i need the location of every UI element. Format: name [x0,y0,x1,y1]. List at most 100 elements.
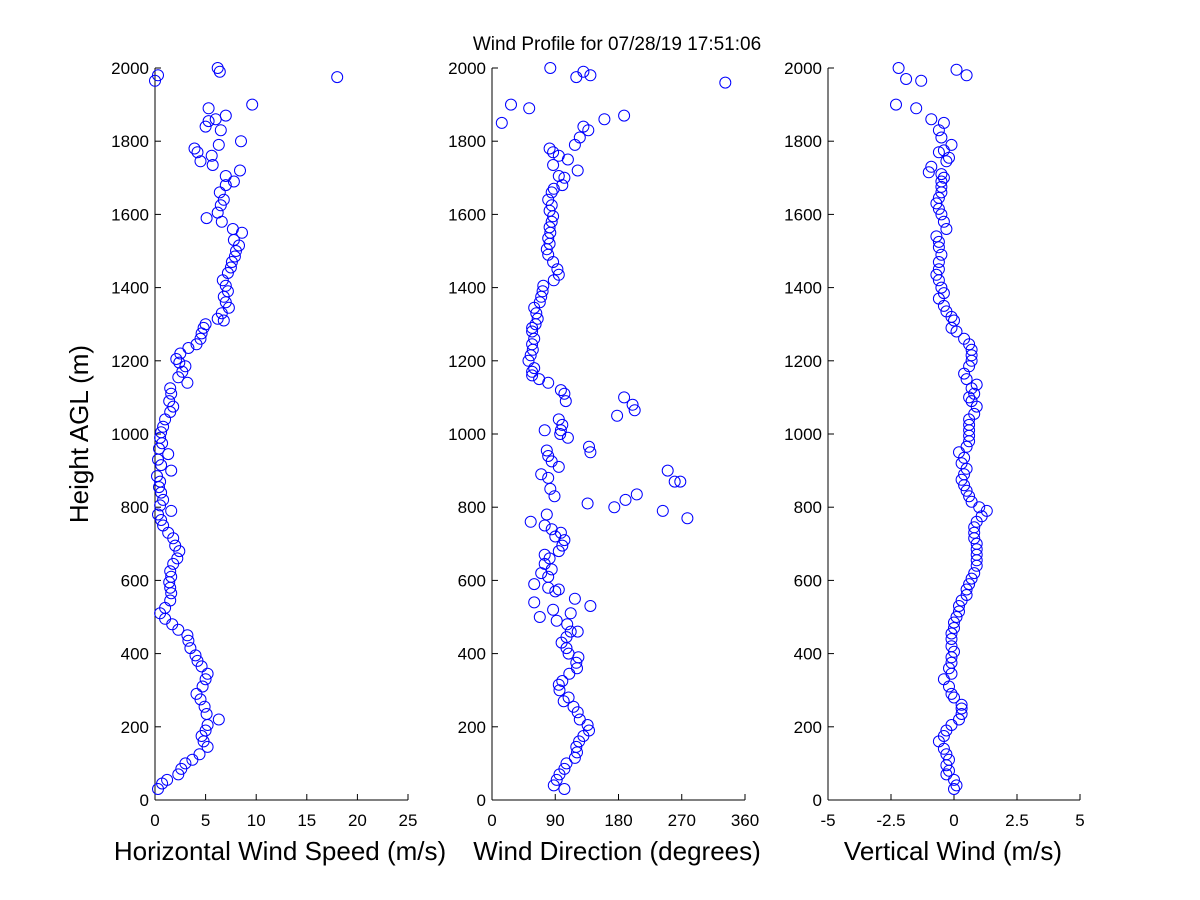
data-point [542,471,555,484]
data-point [932,256,945,268]
y-tick-label: 600 [458,571,486,590]
data-point [161,773,174,786]
data-point [164,565,177,578]
data-point [910,102,923,115]
data-point [915,74,928,87]
data-point [965,343,978,356]
data-point [540,444,553,457]
data-point [562,647,575,660]
data-point [184,642,197,655]
data-point [932,235,945,248]
data-point [937,673,950,686]
data-point [174,347,187,360]
data-point [943,680,955,693]
data-point [562,691,575,704]
data-point [536,285,549,298]
y-tick-label: 800 [458,498,486,517]
data-point [151,470,163,483]
data-point [557,695,570,708]
data-point [214,124,227,137]
data-point [221,285,234,298]
data-point [196,680,209,693]
data-point [209,113,222,126]
data-point [542,193,555,206]
data-point [940,748,953,761]
data-point [547,603,560,616]
data-point [619,493,632,506]
data-point [963,418,976,431]
data-point [154,475,167,488]
data-point [955,473,968,486]
data-point [626,398,639,411]
data-point [181,376,194,389]
data-point [524,515,537,528]
data-point [552,413,565,426]
y-tick-label: 400 [458,645,486,664]
data-point [630,488,643,501]
data-point [182,634,195,647]
data-point [935,168,948,181]
data-point [963,490,976,503]
data-point [598,113,611,126]
data-point [948,616,960,629]
data-point [558,171,571,184]
data-point [970,543,983,556]
x-tick-label: 5 [201,811,210,830]
data-point [935,131,948,144]
data-point [545,563,558,576]
y-tick-label: 1200 [448,352,486,371]
y-tick-label: 0 [140,791,149,810]
data-point [552,170,565,182]
y-tick-label: 1400 [784,279,822,298]
data-point [960,583,973,596]
data-point [535,468,548,481]
data-point [943,753,955,766]
data-point [945,656,958,669]
data-point [235,135,247,148]
data-point [570,71,583,84]
data-point [950,611,963,623]
data-point [948,622,960,634]
data-point [577,120,590,133]
data-point [544,62,557,74]
data-point [960,69,973,82]
data-point [970,378,983,391]
data-point [199,318,212,331]
data-point [173,356,186,369]
y-tick-label: 1400 [448,279,486,298]
data-point [955,702,968,715]
data-point [227,175,240,188]
data-point [211,62,224,74]
x-tick-label: 0 [487,811,496,830]
data-point [584,446,597,459]
x-tick-label: 2.5 [1005,811,1029,830]
data-point [550,614,563,627]
y-tick-label: 0 [813,791,822,810]
x-tick-label: 0 [949,811,958,830]
data-point [200,708,213,720]
data-point [968,387,981,400]
data-point [165,387,178,400]
data-point [968,526,981,539]
data-point [165,504,178,517]
data-point [925,113,938,126]
y-tick-label: 600 [121,571,149,590]
data-point [169,539,182,552]
data-point [219,179,232,192]
data-point [552,460,565,473]
data-point [925,160,938,173]
data-point [219,279,232,292]
panel-1: 0 200 400 600 800 1000 1200 1400 1600 1800 2000 0 5 1… [64,59,446,866]
panel-3: 0 200 400 600 800 1000 1200 1400 1600 1800 2000 -5 -… [784,59,1085,866]
data-point [577,65,590,78]
data-point [558,783,571,795]
data-point [552,583,565,596]
data-point [152,508,164,521]
data-points [495,62,732,795]
data-point [149,74,161,87]
y-tick-label: 1200 [111,352,149,371]
data-point [932,263,945,276]
data-point [228,250,241,263]
data-point [582,124,595,137]
